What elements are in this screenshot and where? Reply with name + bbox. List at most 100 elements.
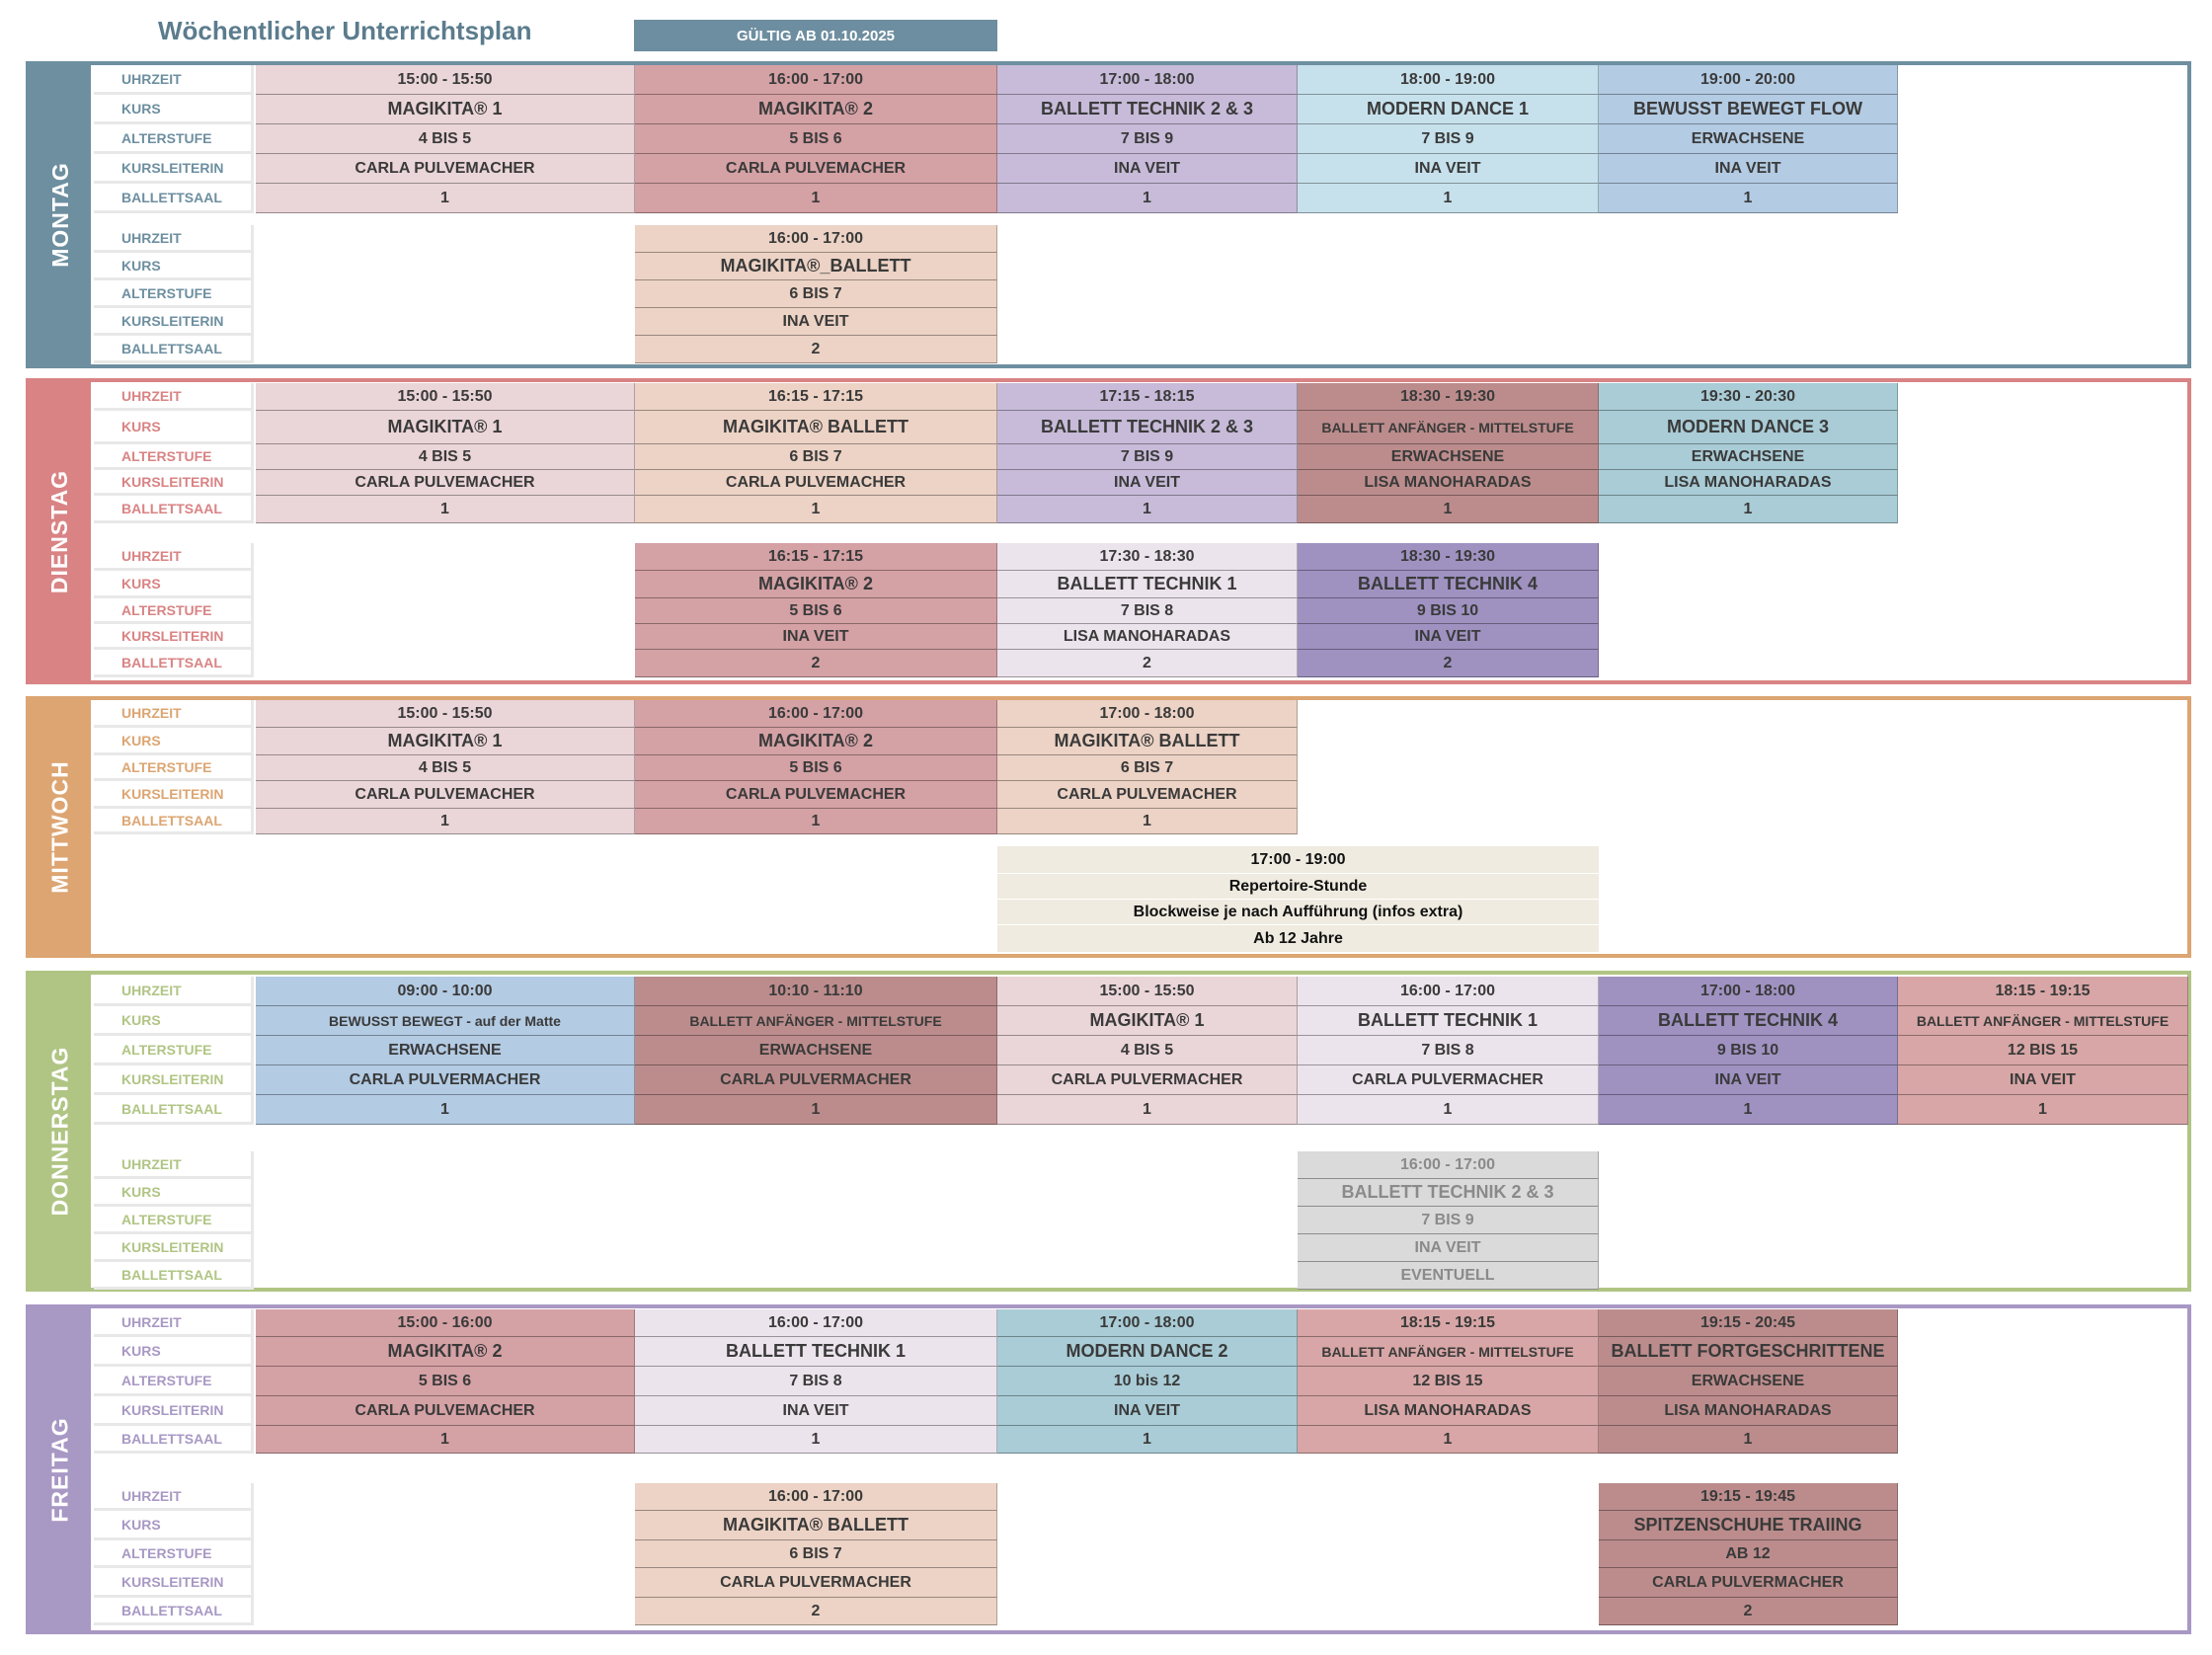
- day-section-dienstag: DIENSTAG UHRZEIT KURS ALTERSTUFE KURSLEITERI…: [26, 378, 2191, 684]
- course-time-cell: 17:00 - 18:00: [1599, 977, 1898, 1006]
- course-room-cell: 1: [635, 809, 997, 834]
- course-room-cell: 1: [635, 1095, 997, 1125]
- course-age-cell: 6 BIS 7: [635, 280, 997, 308]
- course-teacher-cell: CARLA PULVERMACHER: [635, 1568, 997, 1598]
- course-teacher-cell: LISA MANOHARADAS: [1599, 470, 1898, 496]
- course-age-cell: 12 BIS 15: [1898, 1036, 2188, 1065]
- alterstufe-label: ALTERSTUFE: [94, 598, 254, 624]
- course-name-cell: BALLETT ANFÄNGER - MITTELSTUFE: [1298, 1337, 1599, 1367]
- course-name-cell: MAGIKITA® BALLETT: [635, 1511, 997, 1540]
- kurs-label: KURS: [94, 411, 254, 444]
- course-time-cell: 19:15 - 19:45: [1599, 1483, 1898, 1511]
- course-age-cell: 7 BIS 9: [997, 444, 1298, 470]
- day-section-montag: MONTAG UHRZEIT KURS ALTERSTUFE KURSLEITERIN B…: [26, 61, 2191, 368]
- course-teacher-cell: INA VEIT: [997, 470, 1298, 496]
- day-name: MITTWOCH: [46, 760, 73, 894]
- kurs-label: KURS: [94, 1006, 254, 1036]
- course-room-cell: 1: [997, 184, 1298, 213]
- kurs-label: KURS: [94, 1179, 254, 1207]
- course-teacher-cell: LISA MANOHARADAS: [1599, 1396, 1898, 1426]
- course-teacher-cell: INA VEIT: [997, 154, 1298, 184]
- course-time-cell: 18:30 - 19:30: [1298, 383, 1599, 411]
- course-name-cell: MAGIKITA®_BALLETT: [635, 253, 997, 280]
- course-age-cell: 9 BIS 10: [1298, 598, 1599, 624]
- course-age-cell: 4 BIS 5: [997, 1036, 1298, 1065]
- kursleiterin-label: KURSLEITERIN: [94, 154, 254, 184]
- course-age-cell: 10 bis 12: [997, 1367, 1298, 1396]
- course-room-cell: 1: [256, 184, 635, 213]
- day-section-mittwoch: MITTWOCH UHRZEIT KURS ALTERSTUFE KURSLEITERI…: [26, 696, 2191, 958]
- day-band: DIENSTAG: [30, 382, 91, 680]
- uhrzeit-label: UHRZEIT: [94, 700, 254, 728]
- course-age-cell: 5 BIS 6: [256, 1367, 635, 1396]
- course-room-cell: 2: [1599, 1598, 1898, 1625]
- uhrzeit-label: UHRZEIT: [94, 1483, 254, 1511]
- course-time-cell: 15:00 - 15:50: [256, 700, 635, 728]
- course-time-cell: 17:30 - 18:30: [997, 543, 1298, 571]
- course-name-cell: MAGIKITA® 2: [635, 728, 997, 755]
- ballettsaal-label: BALLETTSAAL: [94, 1598, 254, 1625]
- course-teacher-cell: CARLA PULVEMACHER: [997, 781, 1298, 809]
- course-name-cell: BALLETT ANFÄNGER - MITTELSTUFE: [1298, 411, 1599, 444]
- course-teacher-cell: INA VEIT: [1298, 624, 1599, 650]
- day-name: DONNERSTAG: [46, 1046, 73, 1217]
- course-age-cell: 12 BIS 15: [1298, 1367, 1599, 1396]
- special-title: Repertoire-Stunde: [997, 874, 1599, 900]
- kurs-label: KURS: [94, 1511, 254, 1540]
- course-age-cell: 4 BIS 5: [256, 755, 635, 781]
- course-teacher-cell: INA VEIT: [1898, 1065, 2188, 1095]
- kursleiterin-label: KURSLEITERIN: [94, 1396, 254, 1426]
- day-band: MONTAG: [30, 65, 91, 364]
- kursleiterin-label: KURSLEITERIN: [94, 308, 254, 336]
- course-age-cell: 6 BIS 7: [997, 755, 1298, 781]
- course-name-cell: MAGIKITA® BALLETT: [997, 728, 1298, 755]
- course-age-cell: 7 BIS 9: [1298, 1207, 1599, 1234]
- course-teacher-cell: CARLA PULVEMACHER: [256, 1396, 635, 1426]
- course-room-cell: 2: [997, 650, 1298, 677]
- course-room-cell: 1: [256, 1095, 635, 1125]
- course-name-cell: MAGIKITA® 2: [635, 95, 997, 124]
- special-age: Ab 12 Jahre: [997, 925, 1599, 953]
- page-title: Wöchentlicher Unterrichtsplan: [158, 16, 532, 45]
- course-room-cell: 2: [635, 336, 997, 363]
- kursleiterin-label: KURSLEITERIN: [94, 1234, 254, 1262]
- course-time-cell: 17:00 - 18:00: [997, 700, 1298, 728]
- course-room-cell: 1: [997, 1426, 1298, 1454]
- course-time-cell: 16:00 - 17:00: [635, 1483, 997, 1511]
- course-time-cell: 17:00 - 18:00: [997, 1309, 1298, 1337]
- course-teacher-cell: INA VEIT: [635, 308, 997, 336]
- course-room-cell: 1: [256, 1426, 635, 1454]
- course-name-cell: BALLETT TECHNIK 2 & 3: [997, 95, 1298, 124]
- course-name-cell: MAGIKITA® 1: [997, 1006, 1298, 1036]
- ballettsaal-label: BALLETTSAAL: [94, 1262, 254, 1290]
- course-name-cell: BEWUSST BEWEGT FLOW: [1599, 95, 1898, 124]
- course-room-cell: 1: [1599, 184, 1898, 213]
- course-age-cell: 6 BIS 7: [635, 1540, 997, 1568]
- course-time-cell: 16:00 - 17:00: [635, 1309, 997, 1337]
- alterstufe-label: ALTERSTUFE: [94, 280, 254, 308]
- course-time-cell: 15:00 - 15:50: [256, 65, 635, 95]
- course-teacher-cell: CARLA PULVEMACHER: [635, 470, 997, 496]
- course-name-cell: BALLETT TECHNIK 1: [1298, 1006, 1599, 1036]
- ballettsaal-label: BALLETTSAAL: [94, 336, 254, 363]
- course-teacher-cell: LISA MANOHARADAS: [997, 624, 1298, 650]
- course-room-cell: 1: [1298, 184, 1599, 213]
- course-teacher-cell: INA VEIT: [635, 624, 997, 650]
- course-room-cell: 1: [1599, 496, 1898, 523]
- course-time-cell: 10:10 - 11:10: [635, 977, 997, 1006]
- uhrzeit-label: UHRZEIT: [94, 383, 254, 411]
- course-name-cell: BEWUSST BEWEGT - auf der Matte: [256, 1006, 635, 1036]
- day-band: FREITAG: [30, 1308, 91, 1630]
- kursleiterin-label: KURSLEITERIN: [94, 1065, 254, 1095]
- course-room-cell: 1: [1298, 1426, 1599, 1454]
- kurs-label: KURS: [94, 253, 254, 280]
- course-room-cell: 1: [635, 496, 997, 523]
- course-time-cell: 19:00 - 20:00: [1599, 65, 1898, 95]
- course-age-cell: 6 BIS 7: [635, 444, 997, 470]
- course-room-cell: 1: [1298, 1095, 1599, 1125]
- course-teacher-cell: INA VEIT: [997, 1396, 1298, 1426]
- ballettsaal-label: BALLETTSAAL: [94, 1095, 254, 1125]
- day-name: FREITAG: [46, 1416, 73, 1523]
- course-time-cell: 18:30 - 19:30: [1298, 543, 1599, 571]
- course-teacher-cell: CARLA PULVEMACHER: [635, 154, 997, 184]
